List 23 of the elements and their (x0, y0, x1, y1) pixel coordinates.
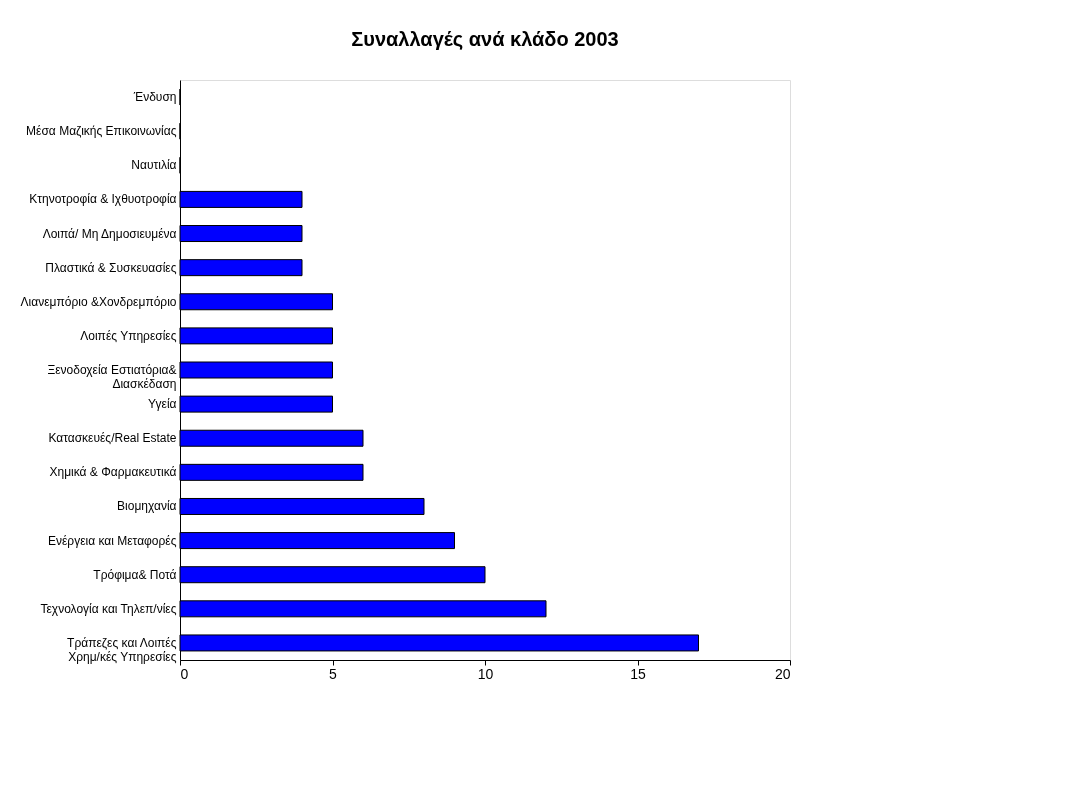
y-tick-label: Χημικά & Φαρμακευτικά (49, 465, 177, 480)
y-tick-label: Πλαστικά & Συσκευασίες (45, 260, 177, 275)
y-tick-label: Κτηνοτροφία & Ιχθυοτροφία (29, 192, 177, 207)
x-tick-label: 5 (329, 665, 338, 682)
x-tick-label: 0 (180, 665, 189, 682)
y-tick-label: Κατασκευές/Real Estate (48, 431, 177, 446)
y-tick-label: Τεχνολογία και Τηλεπ/νίες (40, 601, 177, 616)
y-tick-label: Τρόφιμα& Ποτά (93, 567, 177, 582)
x-tick-label: 20 (774, 665, 791, 682)
y-tick-label: Λοιπές Υπηρεσίες (80, 328, 177, 343)
y-tick-label: Ναυτιλία (131, 158, 177, 173)
y-tick-label: Υγεία (148, 397, 177, 412)
y-tick-label: Βιομηχανία (117, 499, 177, 514)
y-tick-label: Ενέργεια και Μεταφορές (47, 533, 177, 548)
y-tick-label: Τράπεζες και Λοιπές Χρημ/κές Υπηρεσίες (67, 635, 177, 664)
y-tick-label: Ένδυση (132, 90, 177, 105)
chart-title: Συναλλαγές ανά κλάδο 2003 (351, 28, 619, 50)
y-tick-label: Μέσα Μαζικής Επικοινωνίας (26, 124, 177, 139)
x-tick-label: 10 (477, 665, 494, 682)
y-tick-label: Λοιπά/ Μη Δημοσιευμένα (42, 226, 177, 241)
x-tick-label: 15 (630, 665, 646, 682)
y-tick-label: Ξενοδοχεία Εστιατόρια& Διασκέδαση (47, 363, 177, 391)
y-tick-label: Λιανεμπόριο &Χονδρεμπόριο (20, 294, 177, 309)
